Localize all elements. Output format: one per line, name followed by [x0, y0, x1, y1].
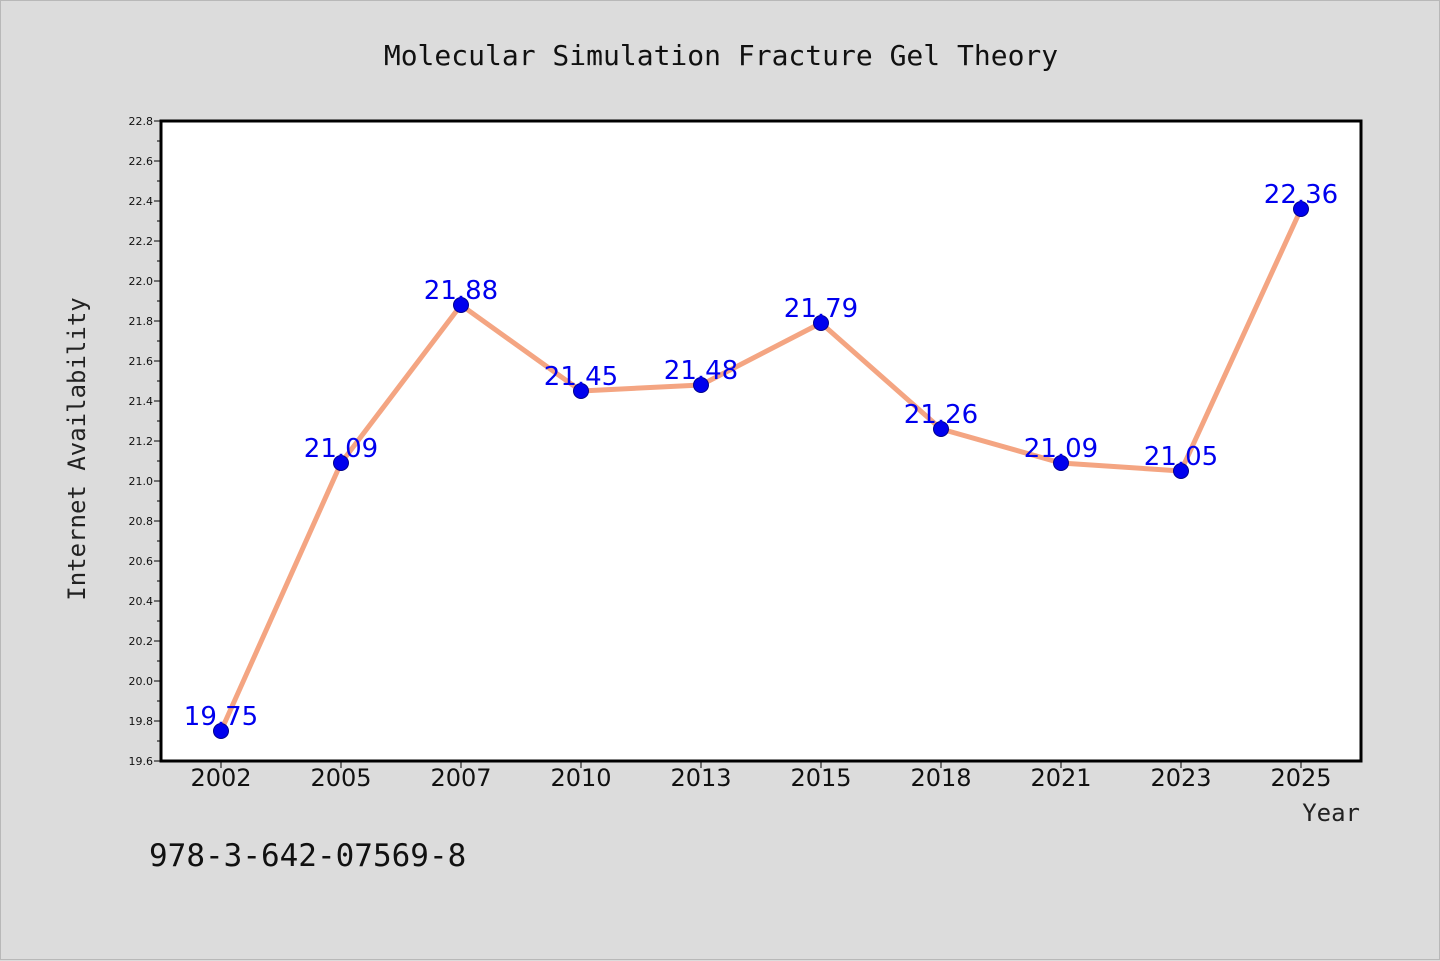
data-point-marker — [933, 421, 949, 437]
y-tick-label: 20.6 — [129, 555, 154, 568]
data-value-label: 21.79 — [784, 294, 858, 324]
plot-area — [161, 121, 1361, 761]
data-point-marker — [213, 723, 229, 739]
data-value-label: 21.26 — [904, 400, 978, 430]
data-value-label: 21.05 — [1144, 442, 1218, 472]
data-point-marker — [813, 315, 829, 331]
data-value-label: 21.09 — [1024, 434, 1098, 464]
x-tick-label: 2002 — [190, 764, 251, 792]
data-point-marker — [1053, 455, 1069, 471]
x-tick-label: 2015 — [790, 764, 851, 792]
x-tick-label: 2025 — [1270, 764, 1331, 792]
x-tick-label: 2010 — [550, 764, 611, 792]
data-point-marker — [453, 297, 469, 313]
data-point-marker — [1293, 201, 1309, 217]
data-value-label: 21.48 — [664, 356, 738, 386]
chart-title: Molecular Simulation Fracture Gel Theory — [384, 39, 1058, 72]
data-point-marker — [573, 383, 589, 399]
footer-identifier: 978-3-642-07569-8 — [149, 838, 466, 874]
y-tick-label: 21.8 — [129, 315, 154, 328]
x-tick-label: 2007 — [430, 764, 491, 792]
series-polyline — [218, 206, 1304, 734]
data-point-marker — [333, 455, 349, 471]
x-tick-label: 2018 — [910, 764, 971, 792]
data-value-label: 21.09 — [304, 434, 378, 464]
x-axis-label: Year — [1302, 799, 1360, 827]
y-tick-label: 22.8 — [129, 115, 154, 128]
data-labels: 19.75 21.09 21.88 21.45 21.48 21.79 21.26 21.09… — [184, 180, 1338, 732]
data-value-label: 21.45 — [544, 362, 618, 392]
x-tick-label: 2005 — [310, 764, 371, 792]
data-value-label: 19.75 — [184, 702, 258, 732]
y-tick-label: 20.0 — [129, 675, 154, 688]
y-axis-label: Internet Availability — [63, 297, 91, 600]
plot-frame — [159, 119, 1363, 763]
data-value-label: 21.88 — [424, 276, 498, 306]
y-tick-label: 19.8 — [129, 715, 154, 728]
y-tick-label: 21.6 — [129, 355, 154, 368]
y-tick-label: 20.8 — [129, 515, 154, 528]
y-tick-label: 22.2 — [129, 235, 154, 248]
y-tick-label: 19.6 — [129, 755, 154, 768]
series-markers — [213, 201, 1309, 739]
y-tick-label: 22.0 — [129, 275, 154, 288]
y-tick-label: 22.4 — [129, 195, 154, 208]
y-tick-label: 21.4 — [129, 395, 154, 408]
data-point-marker — [693, 377, 709, 393]
x-tick-label: 2013 — [670, 764, 731, 792]
y-tick-label: 21.2 — [129, 435, 154, 448]
x-tick-label: 2023 — [1150, 764, 1211, 792]
y-tick-label: 22.6 — [129, 155, 154, 168]
y-tick-label: 20.4 — [129, 595, 154, 608]
x-axis-ticks: 2002 2005 2007 2010 2013 2015 2018 2021 2023 2025 — [190, 761, 1332, 792]
y-tick-label: 21.0 — [129, 475, 154, 488]
x-tick-label: 2021 — [1030, 764, 1091, 792]
data-value-label: 22.36 — [1264, 180, 1338, 210]
y-tick-label: 20.2 — [129, 635, 154, 648]
series-line — [218, 206, 1304, 734]
data-point-marker — [1173, 463, 1189, 479]
y-axis-ticks: 19.6 19.8 20.0 20.2 20.4 20.6 20.8 21.0 21.2 21.4… — [129, 115, 161, 768]
